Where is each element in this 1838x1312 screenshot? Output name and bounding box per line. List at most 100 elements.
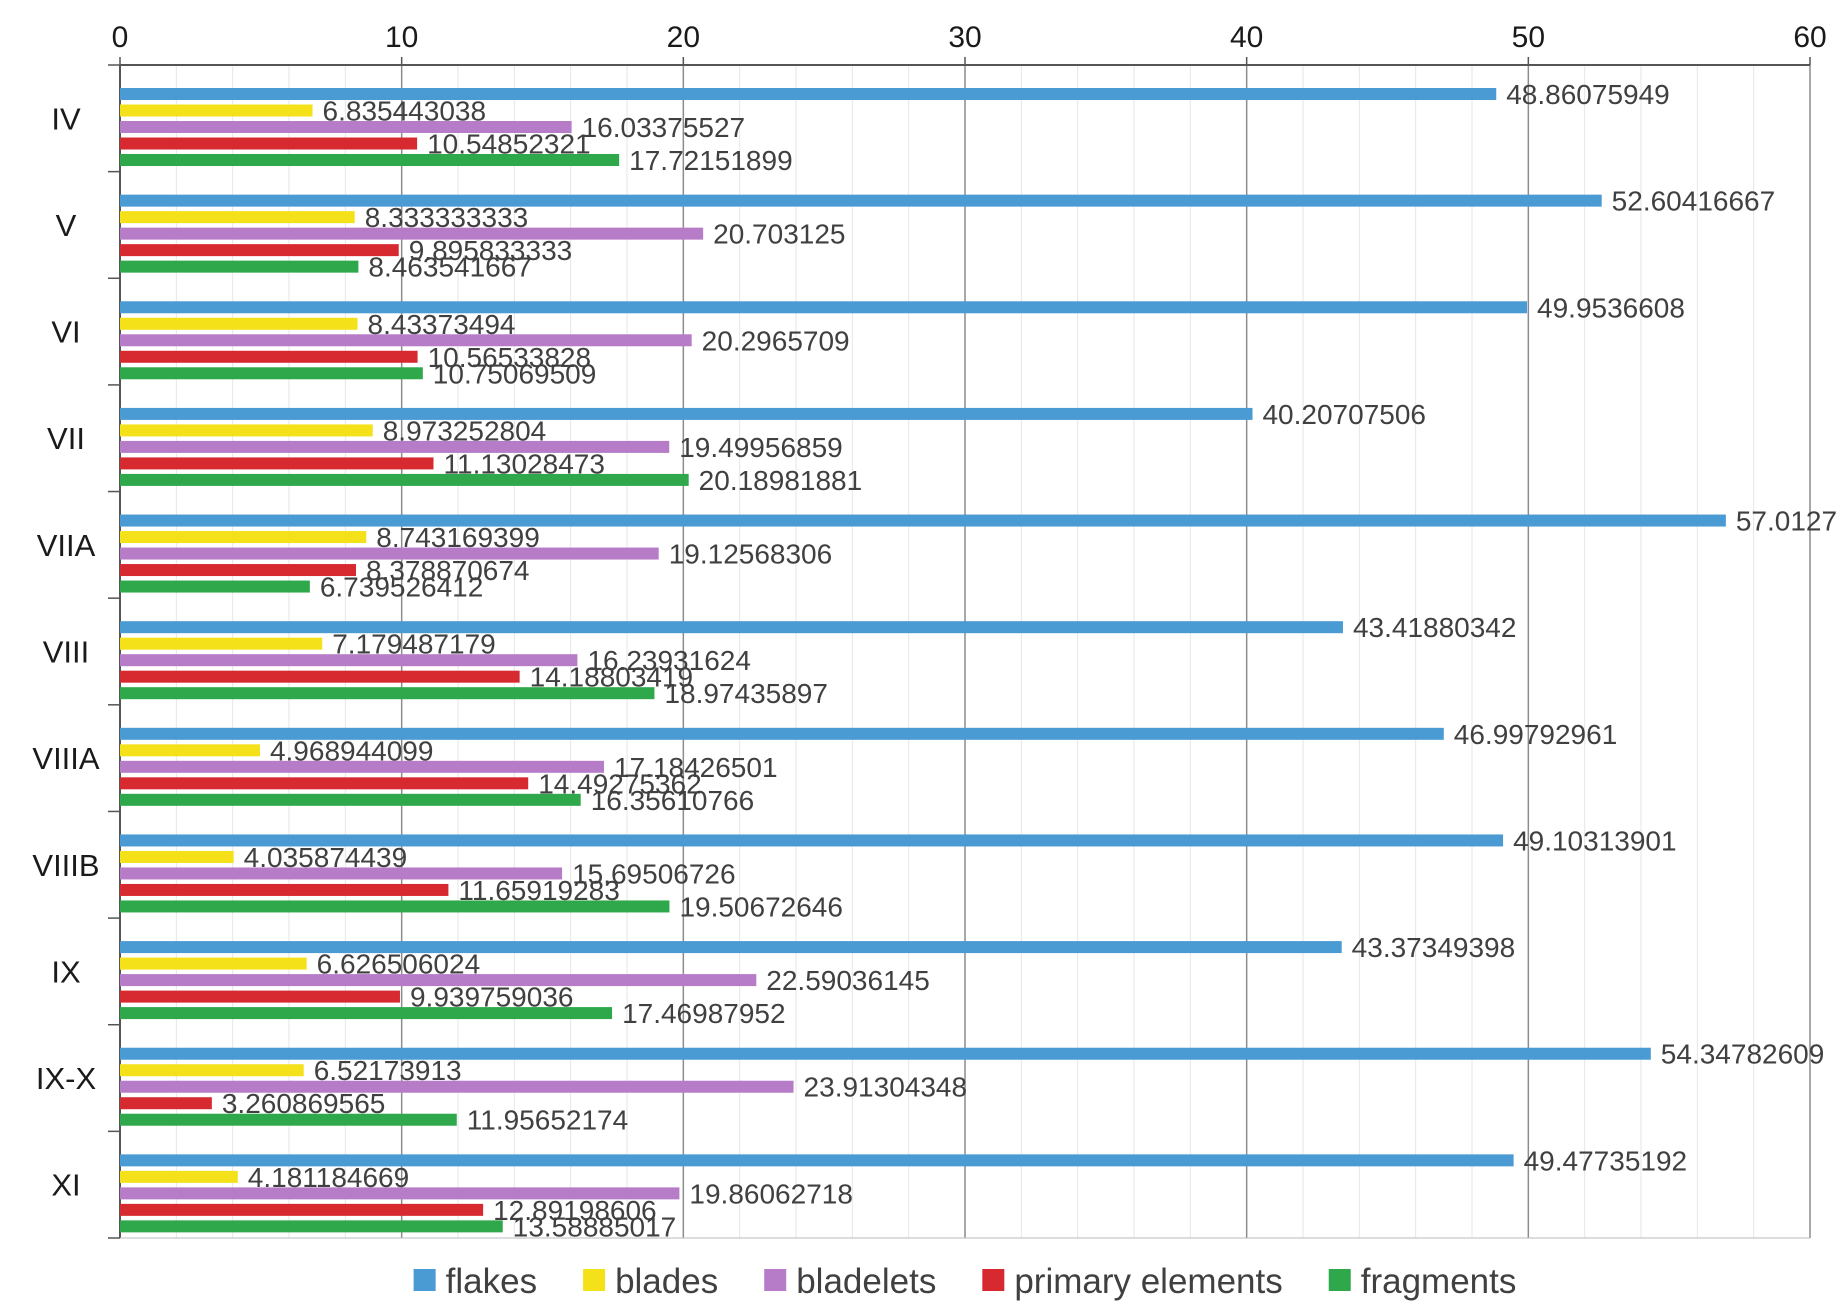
bar-fragments	[120, 154, 620, 166]
bar-flakes	[120, 514, 1726, 527]
data-label: 19.86062718	[689, 1178, 853, 1209]
bar-flakes	[120, 407, 1253, 420]
bar-primary-elements	[120, 1097, 212, 1110]
data-label: 10.54852321	[427, 129, 591, 160]
bar-fragments	[120, 900, 670, 913]
data-label: 20.18981881	[699, 465, 863, 496]
bar-fragments	[120, 260, 359, 273]
category-label: XI	[51, 1168, 80, 1203]
y-axis-category-labels: IV V VI VII VIIA VIII VIIIA VIIIB IX IX-X XI	[32, 101, 100, 1202]
x-tick-label: 60	[1793, 21, 1826, 54]
bar-flakes	[120, 727, 1444, 740]
bar-primary-elements	[120, 457, 434, 470]
bar-bladelets	[120, 974, 757, 987]
data-label: 3.260869565	[222, 1088, 386, 1119]
data-label: 46.99792961	[1454, 719, 1618, 750]
bar-primary-elements	[120, 883, 449, 896]
x-tick-label: 20	[667, 21, 700, 54]
bar-flakes	[120, 1154, 1514, 1167]
legend-item-fragments: fragments	[1328, 1262, 1516, 1301]
data-label: 49.10313901	[1513, 825, 1677, 856]
data-label: 6.52173913	[314, 1055, 462, 1086]
data-label: 6.626506024	[317, 949, 481, 980]
x-tick-label: 10	[385, 21, 418, 54]
category-label: IV	[51, 101, 81, 136]
legend-item-primary-elements: primary elements	[982, 1262, 1283, 1301]
data-label: 19.12568306	[669, 539, 833, 570]
legend: flakes blades bladelets primary elements fra…	[413, 1262, 1516, 1301]
data-label: 8.743169399	[376, 522, 540, 553]
x-axis-tick-labels: 0 10 20 30 40 50 60	[112, 21, 1827, 54]
data-label: 13.58885017	[513, 1211, 677, 1242]
data-label: 10.56533828	[428, 342, 592, 373]
data-label: 16.23931624	[587, 645, 751, 676]
bar-blades	[120, 850, 234, 863]
data-label: 48.86075949	[1506, 79, 1670, 110]
bar-blades	[120, 211, 355, 224]
category-label: VIII	[43, 635, 90, 670]
data-label: 57.01275046	[1736, 506, 1838, 537]
data-label: 4.181184669	[248, 1162, 409, 1193]
data-label: 43.37349398	[1352, 932, 1516, 963]
legend-label: flakes	[446, 1262, 537, 1301]
legend-swatch	[764, 1269, 787, 1291]
legend-swatch	[1328, 1269, 1351, 1291]
bar-bladelets	[120, 334, 692, 347]
data-label: 54.34782609	[1661, 1039, 1825, 1070]
data-label: 8.378870674	[366, 555, 530, 586]
data-label: 22.59036145	[766, 965, 930, 996]
bar-fragments	[120, 580, 310, 593]
data-label: 20.703125	[713, 219, 845, 250]
bar-blades	[120, 104, 313, 117]
bar-fragments	[120, 367, 423, 380]
data-label: 6.739526412	[320, 572, 484, 603]
data-label: 43.41880342	[1353, 612, 1517, 643]
data-label: 9.939759036	[410, 982, 574, 1013]
data-label: 11.13028473	[444, 448, 605, 479]
category-label: VIIIA	[32, 741, 100, 776]
bar-fragments	[120, 1007, 613, 1020]
legend-label: bladelets	[796, 1262, 936, 1301]
bar-bladelets	[120, 760, 605, 773]
category-label: VIIIB	[32, 848, 99, 883]
bar-fragments	[120, 1220, 503, 1233]
data-label: 8.463541667	[368, 252, 532, 283]
data-label: 49.47735192	[1524, 1145, 1688, 1176]
bar-bladelets	[120, 1080, 794, 1093]
bar-primary-elements	[120, 244, 399, 257]
bar-bladelets	[120, 867, 563, 880]
data-label: 52.60416667	[1612, 186, 1776, 217]
bar-flakes	[120, 1047, 1651, 1060]
bar-fragments	[120, 687, 655, 700]
bar-blades	[120, 531, 367, 544]
data-label: 12.89198606	[493, 1195, 657, 1226]
category-label: VI	[51, 315, 80, 350]
data-label: 4.035874439	[244, 842, 408, 873]
x-tick-label: 40	[1230, 21, 1263, 54]
category-label: V	[56, 208, 77, 243]
bar-flakes	[120, 194, 1602, 207]
legend-label: primary elements	[1014, 1262, 1282, 1301]
legend-swatch	[413, 1269, 436, 1291]
data-label: 9.895833333	[409, 235, 573, 266]
x-tick-label: 30	[948, 21, 981, 54]
data-label: 17.46987952	[622, 998, 786, 1029]
bar-blades	[120, 744, 260, 757]
category-label: IX	[51, 954, 81, 989]
bar-flakes	[120, 88, 1497, 100]
bar-blades	[120, 957, 307, 970]
bar-blades	[120, 1170, 238, 1183]
data-label: 4.968944099	[270, 735, 434, 766]
legend-item-bladelets: bladelets	[764, 1262, 936, 1301]
x-tick-label: 0	[112, 21, 129, 54]
legend-item-flakes: flakes	[413, 1262, 537, 1301]
data-label: 14.49275362	[538, 768, 702, 799]
bar-series	[120, 88, 1726, 1233]
category-label: VII	[47, 421, 85, 456]
bar-fragments	[120, 473, 689, 486]
data-labels: 48.86075949 52.60416667 49.9536608 40.20707…	[222, 79, 1838, 1242]
data-label: 18.97435897	[664, 678, 828, 709]
bar-fragments	[120, 1113, 457, 1126]
major-gridlines	[400, 65, 1811, 1238]
data-label: 20.2965709	[702, 325, 850, 356]
